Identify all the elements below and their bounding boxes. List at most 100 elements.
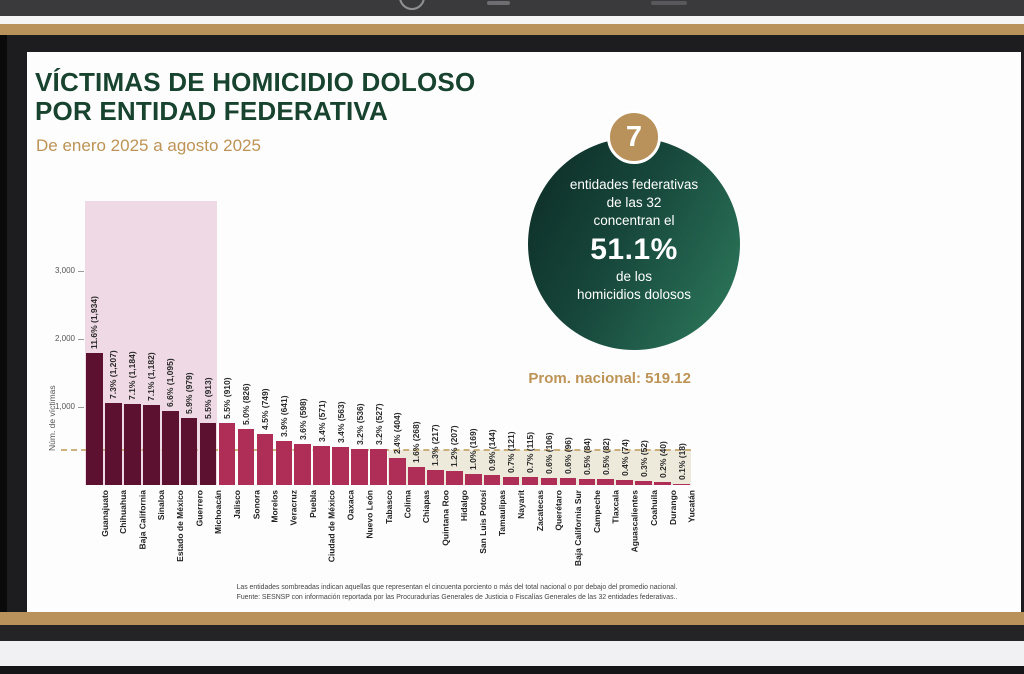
bar-value-label: 0.5% (84)	[581, 438, 592, 476]
page-title: VÍCTIMAS DE HOMICIDIO DOLOSO POR ENTIDAD…	[35, 68, 475, 125]
state-label: Guanajuato	[99, 490, 110, 537]
bar	[483, 475, 501, 485]
bar-value-label: 3.9% (641)	[278, 395, 289, 438]
bar-value-label: 0.7% (115)	[525, 432, 536, 474]
state-label: Colima	[402, 490, 413, 519]
state-label: Campeche	[591, 490, 602, 533]
bar-value-label: 11.6% (1,934)	[89, 296, 100, 350]
state-label: Michoacán	[213, 490, 224, 534]
bar-value-label: 7.1% (1,184)	[127, 351, 138, 401]
bar	[294, 444, 312, 485]
bar	[616, 479, 633, 485]
state-label: Durango	[667, 490, 678, 525]
bottom-light-strip	[0, 641, 1024, 666]
bar-value-label: 0.5% (82)	[600, 438, 611, 476]
bar-value-label: 1.2% (207)	[449, 425, 460, 467]
bar	[673, 483, 690, 485]
highlight-percentage: 51.1%	[590, 232, 678, 266]
bar	[427, 470, 444, 485]
bar	[654, 482, 671, 485]
top-gold-strip	[0, 24, 1024, 35]
slide: VÍCTIMAS DE HOMICIDIO DOLOSO POR ENTIDAD…	[27, 52, 1021, 612]
state-label: Quintana Roo	[440, 490, 451, 546]
state-label: Hidalgo	[459, 490, 470, 522]
footnotes: Las entidades sombreadas indican aquella…	[157, 583, 757, 604]
bar-value-label: 1.6% (268)	[411, 421, 422, 463]
bar-value-label: 1.0% (169)	[468, 427, 479, 470]
y-tick-label: 2,000	[54, 334, 75, 343]
bar	[464, 473, 482, 485]
bar	[408, 466, 425, 485]
state-label: Baja California	[137, 490, 148, 550]
y-tick-mark	[78, 407, 84, 408]
bar-value-label: 1.3% (217)	[430, 424, 441, 467]
state-label: Jalisco	[232, 490, 243, 519]
bar-value-label: 3.4% (563)	[335, 401, 346, 443]
bar-value-label: 0.9% (144)	[487, 429, 498, 472]
top-white-strip	[0, 16, 1024, 24]
state-label: San Luis Potosí	[478, 490, 489, 554]
player-top-bar	[0, 0, 1024, 16]
y-tick-mark	[78, 271, 84, 272]
state-label: Nayarit	[516, 490, 527, 519]
state-label: Estado de México	[175, 490, 186, 562]
bar	[180, 418, 198, 485]
bar-value-label: 5.5% (910)	[222, 377, 233, 420]
bar-chart: Núm. de víctimas 1,000 2,000 3,000 11.6% (1,…	[47, 201, 697, 566]
bar	[332, 446, 349, 485]
bar	[502, 476, 520, 485]
count-badge: 7	[607, 110, 661, 164]
bar	[578, 479, 596, 485]
bar-value-label: 0.2% (40)	[657, 441, 668, 479]
bar	[521, 477, 539, 485]
state-label: Sonora	[250, 490, 261, 520]
bar	[635, 481, 652, 485]
state-label: Querétaro	[553, 490, 564, 531]
bar-value-label: 7.1% (1,182)	[146, 351, 157, 401]
bar-value-label: 2.4% (404)	[392, 411, 403, 454]
bar	[597, 479, 615, 485]
y-axis-title: Núm. de víctimas	[47, 385, 57, 451]
y-tick-label: 1,000	[54, 402, 75, 411]
bar	[256, 434, 274, 485]
state-label: Ciudad de México	[326, 490, 337, 563]
bar	[275, 441, 293, 485]
bottom-dark-strip	[0, 625, 1024, 641]
highlight-line-2: de las 32	[606, 195, 662, 211]
state-label: Puebla	[307, 490, 318, 518]
bar	[313, 446, 330, 485]
bar-value-label: 0.7% (121)	[506, 431, 517, 473]
bar	[124, 404, 141, 485]
highlight-line-5: homicidios dolosos	[576, 287, 692, 303]
footnote-source: Fuente: SESNSP con información reportada…	[236, 594, 678, 602]
highlight-text: entidades federativas de las 32 concentr…	[538, 176, 730, 305]
title-line-1: VÍCTIMAS DE HOMICIDIO DOLOSO	[35, 67, 476, 97]
bar-value-label: 0.6% (106)	[543, 432, 554, 474]
state-label: Oaxaca	[345, 490, 356, 521]
bar	[237, 428, 255, 485]
logo-mark-right	[651, 1, 687, 5]
bar-value-label: 3.4% (571)	[316, 400, 327, 443]
bar-value-label: 4.5% (749)	[259, 388, 270, 431]
bar-value-label: 5.9% (979)	[184, 372, 195, 415]
state-label: Coahuila	[648, 490, 659, 526]
bar-value-label: 0.1% (18)	[676, 442, 687, 480]
state-label: Nuevo León	[364, 490, 375, 539]
state-label: Tlaxcala	[610, 490, 621, 524]
title-line-2: POR ENTIDAD FEDERATIVA	[35, 95, 389, 126]
highlight-line-3: concentran el	[593, 213, 675, 229]
bar	[199, 422, 217, 485]
footnote-shading: Las entidades sombreadas indican aquella…	[236, 584, 678, 591]
bar	[105, 402, 122, 485]
state-label: Chiapas	[421, 490, 432, 524]
state-label: Zacatecas	[535, 490, 546, 532]
date-range-subtitle: De enero 2025 a agosto 2025	[36, 136, 261, 155]
y-tick-mark	[78, 339, 84, 340]
bar-value-label: 0.3% (52)	[638, 440, 649, 478]
state-label: Tabasco	[383, 490, 394, 524]
bar	[445, 470, 463, 485]
bar	[218, 423, 236, 485]
bar-value-label: 3.2% (527)	[373, 403, 384, 446]
state-label: Tamaulipas	[497, 490, 508, 537]
state-label: Sinaloa	[156, 490, 167, 521]
